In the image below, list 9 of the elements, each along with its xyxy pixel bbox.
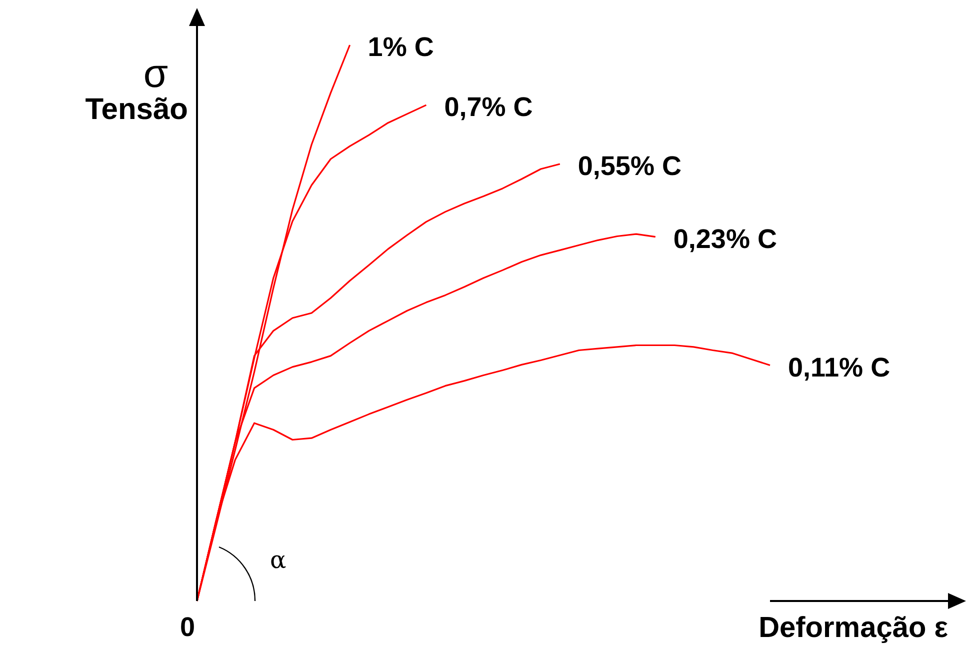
x-axis-title: Deformação ε xyxy=(758,612,948,645)
series-label: 0,23% C xyxy=(673,224,777,254)
y-axis-title: σ Tensão xyxy=(84,52,188,128)
series-label: 0,7% C xyxy=(444,92,533,122)
text: 0 xyxy=(180,612,196,643)
series-label: 1% C xyxy=(368,32,434,62)
series-label: 0,11% C xyxy=(788,352,890,382)
series-label: 0,55% C xyxy=(578,151,682,182)
annotation: α xyxy=(270,546,286,574)
